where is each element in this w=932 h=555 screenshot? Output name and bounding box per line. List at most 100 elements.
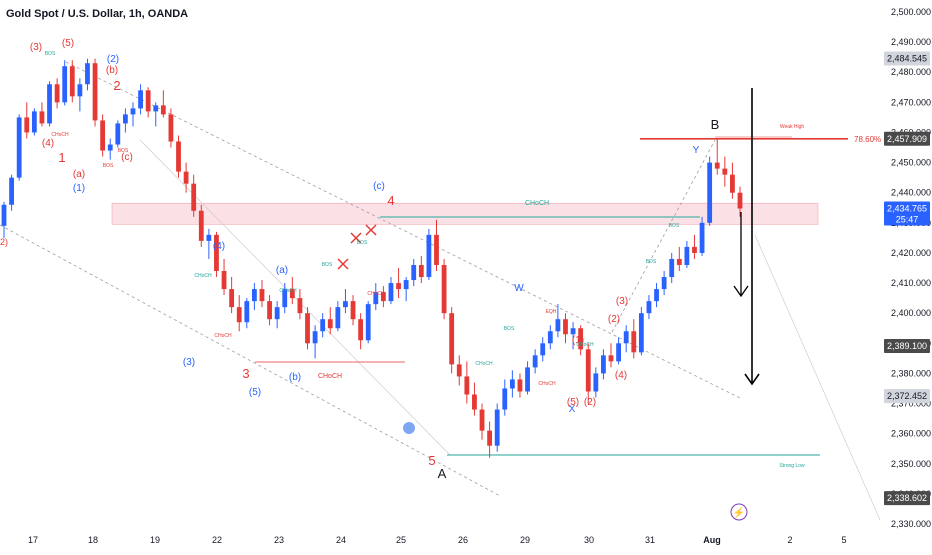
price-label: 2,484.545 <box>884 51 930 66</box>
y-tick-label: 2,440.000 <box>891 188 931 198</box>
structure-label: EQH <box>546 309 557 315</box>
candle <box>1 201 7 238</box>
x-tick-label: 17 <box>28 535 38 545</box>
wave-label: (3) <box>616 296 628 307</box>
candle <box>449 307 455 374</box>
wave-label: B <box>711 117 720 132</box>
wave-label: Y <box>693 145 700 156</box>
wave-label: W <box>514 283 524 294</box>
candle <box>403 277 409 302</box>
x-tick-label: Aug <box>703 535 721 545</box>
candle <box>289 277 295 305</box>
down-arrow-small <box>733 212 749 298</box>
candle <box>100 114 106 157</box>
svg-text:2,389.100: 2,389.100 <box>887 341 927 351</box>
candle <box>388 277 394 305</box>
candle <box>570 322 576 350</box>
candle <box>267 295 272 326</box>
candle <box>183 162 189 193</box>
lightning-icon[interactable]: ⚡ <box>730 503 748 521</box>
candle <box>585 343 591 404</box>
svg-text:2,434.765: 2,434.765 <box>887 203 927 213</box>
candle <box>69 60 75 103</box>
candle <box>365 301 371 344</box>
candle <box>494 403 500 452</box>
structure-label: BOS <box>669 223 680 229</box>
y-tick-label: 2,490.000 <box>891 37 931 47</box>
time-axis[interactable] <box>0 528 932 550</box>
candle <box>426 228 432 281</box>
wave-label: (a) <box>276 265 288 276</box>
candle <box>669 252 675 284</box>
candle <box>168 108 174 148</box>
candle <box>176 135 181 178</box>
candle <box>85 58 90 91</box>
structure-label: BOS <box>504 326 515 332</box>
svg-text:2,484.545: 2,484.545 <box>887 54 927 64</box>
y-tick-label: 2,420.000 <box>891 248 931 258</box>
candle <box>525 361 530 395</box>
channel-upper-line <box>65 61 741 399</box>
svg-text:2,338.602: 2,338.602 <box>887 493 927 503</box>
candle <box>9 174 14 211</box>
y-tick-label: 2,360.000 <box>891 429 931 439</box>
wave-label: (c) <box>121 152 133 163</box>
price-label: 2,372.452 <box>884 389 930 404</box>
structure-label: BOS <box>118 148 129 154</box>
wave-label: (2) <box>107 54 119 65</box>
y-tick-label: 2,350.000 <box>891 459 931 469</box>
x-mark <box>337 258 349 270</box>
candle <box>479 403 485 440</box>
svg-text:2,372.452: 2,372.452 <box>887 391 927 401</box>
wave-label: A <box>438 466 447 481</box>
candle <box>259 280 265 308</box>
candle <box>214 231 219 278</box>
structure-label: CHoCH <box>576 342 594 348</box>
candle <box>229 277 235 314</box>
price-label: 2,389.100 <box>884 339 930 354</box>
candle <box>608 343 614 368</box>
wave-channel-line <box>611 139 716 333</box>
price-axis[interactable] <box>880 0 932 550</box>
structure-label: CHoCH <box>367 291 385 297</box>
candle <box>123 108 128 133</box>
candle <box>115 120 121 148</box>
x-tick-label: 23 <box>274 535 284 545</box>
candle <box>737 186 743 217</box>
candle <box>707 156 713 226</box>
x-tick-label: 31 <box>645 535 655 545</box>
candle <box>517 373 523 398</box>
trend-line-b <box>754 234 881 521</box>
candle <box>327 307 333 335</box>
x-tick-label: 30 <box>584 535 594 545</box>
candle <box>456 355 462 386</box>
candle <box>396 268 401 299</box>
candle <box>699 216 705 256</box>
candle <box>47 81 52 127</box>
wave-label: 5 <box>428 453 435 468</box>
candle <box>31 108 37 136</box>
wave-label: (3) <box>30 42 42 53</box>
candle <box>692 234 697 259</box>
candle <box>464 361 470 404</box>
candle <box>684 240 690 268</box>
structure-label: Weak High <box>780 124 805 130</box>
wave-label: X <box>569 404 576 415</box>
candle <box>502 379 508 416</box>
wave-label: (2) <box>584 397 596 408</box>
candle <box>714 138 720 175</box>
y-tick-label: 2,400.000 <box>891 308 931 318</box>
y-tick-label: 2,330.000 <box>891 519 931 529</box>
structure-label: CHoCH <box>318 373 342 380</box>
candle <box>646 295 652 320</box>
x-tick-label: 22 <box>212 535 222 545</box>
x-mark <box>350 232 362 244</box>
candle <box>92 58 98 127</box>
x-tick-label: 25 <box>396 535 406 545</box>
candle <box>638 307 644 356</box>
y-tick-label: 2,450.000 <box>891 158 931 168</box>
wave-label: (b) <box>289 372 301 383</box>
x-tick-label: 24 <box>336 535 346 545</box>
